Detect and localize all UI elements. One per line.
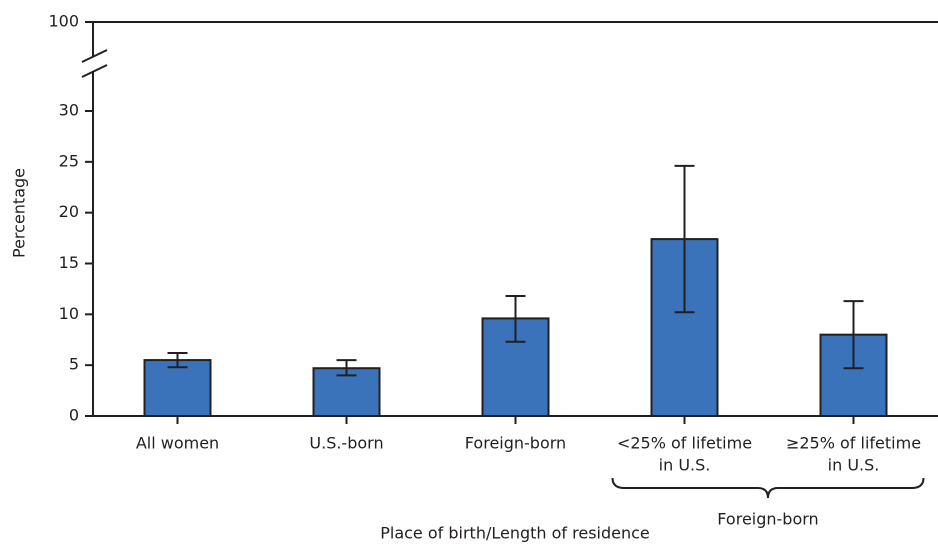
x-tick-label: in U.S.: [828, 456, 880, 475]
x-tick-label: Foreign-born: [465, 434, 566, 453]
y-tick-label: 10: [59, 304, 79, 323]
axis-break: [81, 64, 108, 78]
axis-break: [81, 49, 108, 63]
y-tick-label: 20: [59, 202, 79, 221]
y-tick-label: 30: [59, 101, 79, 120]
x-axis-title: Place of birth/Length of residence: [380, 524, 650, 543]
x-tick-label: in U.S.: [659, 456, 711, 475]
y-tick-label: 0: [69, 406, 79, 425]
x-tick-label: ≥25% of lifetime: [786, 434, 921, 453]
y-tick-label: 25: [59, 151, 79, 170]
y-tick-label: 15: [59, 253, 79, 272]
bar: [143, 359, 212, 418]
x-tick-label: All women: [136, 434, 219, 453]
x-tick-label: <25% of lifetime: [617, 434, 752, 453]
x-tick-label: U.S.-born: [309, 434, 383, 453]
y-tick-label: 100: [48, 12, 79, 31]
group-label: Foreign-born: [717, 510, 818, 529]
y-axis-title: Percentage: [10, 168, 29, 258]
y-tick-label: 5: [69, 355, 79, 374]
bracket: [611, 477, 925, 499]
